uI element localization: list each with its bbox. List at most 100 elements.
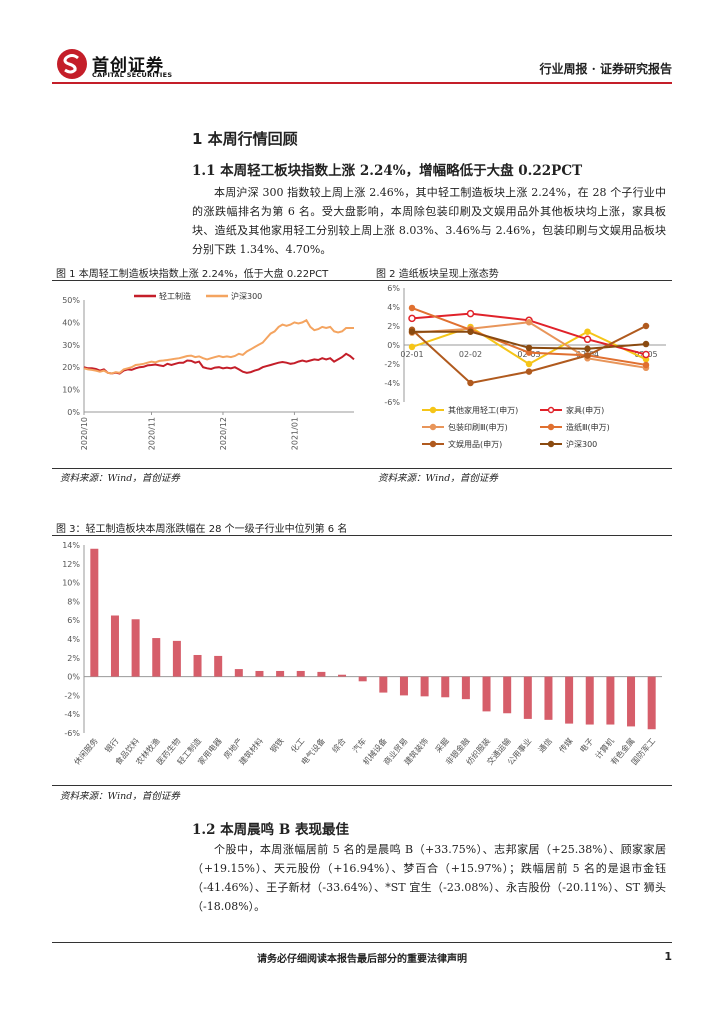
legend-label: 造纸Ⅲ(申万): [566, 422, 610, 432]
bar: [110, 615, 119, 677]
data-point: [408, 343, 416, 351]
y-tick-label: -6%: [64, 729, 80, 738]
y-tick-label: 0%: [387, 341, 400, 350]
y-tick-label: -2%: [384, 360, 400, 369]
y-tick-label: 50%: [62, 296, 80, 305]
data-point: [583, 335, 592, 344]
data-point: [584, 328, 591, 335]
bar: [131, 619, 140, 677]
legend-marker: [547, 440, 555, 448]
figure-divider: [52, 468, 672, 469]
x-tick-label: 02-02: [459, 350, 482, 359]
subsection-title: 1.1 本周轻工板块指数上涨 2.24%，增幅略低于大盘 0.22PCT: [192, 163, 583, 179]
legend-marker: [547, 423, 555, 431]
data-point: [642, 361, 650, 369]
page-number: 1: [664, 950, 672, 963]
legend-label: 包装印刷Ⅲ(申万): [448, 422, 508, 432]
bar: [606, 676, 615, 725]
legend-label: 其他家用轻工(申万): [448, 405, 518, 415]
bar: [482, 676, 491, 712]
subsection-title: 1.2 本周晨鸣 B 表现最佳: [192, 822, 349, 838]
bar: [627, 676, 636, 727]
x-tick-label: 化工: [288, 736, 306, 755]
paragraph: 个股中，本周涨幅居前 5 名的是晨鸣 B（+33.75%）、志邦家居（+25.3…: [192, 843, 666, 913]
bar: [338, 674, 347, 677]
legend-label: 沪深300: [231, 291, 262, 301]
header-divider: [52, 82, 672, 84]
x-tick-label: 通信: [536, 736, 554, 755]
report-type: 行业周报 · 证券研究报告: [539, 62, 672, 76]
series-line-2: [83, 318, 354, 375]
logo-icon: [57, 49, 87, 79]
y-tick-label: 20%: [62, 363, 80, 372]
logo-subtext: CAPITAL SECURITIES: [92, 71, 173, 79]
x-tick-label: 传媒: [557, 736, 575, 755]
data-point: [525, 360, 533, 368]
legend-marker: [429, 406, 437, 414]
figure-divider: [52, 785, 672, 786]
data-point: [642, 350, 650, 359]
bar-chart: -6%-4%-2%0%2%4%6%8%10%12%14%休闲服务 银行食品饮料农林…: [62, 541, 662, 767]
y-tick-label: 4%: [387, 303, 400, 312]
x-tick-label: 电子: [577, 736, 595, 755]
y-tick-label: 2%: [67, 654, 80, 663]
y-tick-label: 0%: [67, 408, 80, 417]
bar: [647, 676, 656, 730]
data-point: [584, 345, 591, 353]
figure-divider: [52, 535, 672, 536]
bar: [193, 654, 202, 677]
data-point: [467, 328, 474, 335]
bar: [234, 669, 243, 677]
section-title: 1 本周行情回顾: [192, 130, 298, 148]
legend-label: 沪深300: [566, 439, 597, 449]
source-note: 资料来源：Wind，首创证券: [378, 473, 498, 484]
y-tick-label: -6%: [384, 398, 400, 407]
bar: [255, 670, 264, 677]
legal-notice: 请务必仔细阅读本报告最后部分的重要法律声明: [257, 954, 467, 965]
x-tick-label: 银行: [103, 736, 121, 755]
data-point: [408, 328, 416, 335]
paragraph: 本周沪深 300 指数较上周上涨 2.46%，其中轻工制造板块上涨 2.24%，…: [192, 186, 666, 256]
data-point: [642, 340, 650, 348]
data-point: [525, 344, 533, 352]
bar: [317, 671, 326, 677]
y-tick-label: 10%: [62, 386, 80, 395]
bar: [585, 676, 594, 725]
bar: [503, 676, 512, 714]
x-tick-label: 2020/11: [148, 417, 157, 450]
figure-title: 图 3：轻工制造板块本周涨跌幅在 28 个一级子行业中位列第 6 名: [56, 524, 348, 535]
logo-text: 首创证券: [92, 56, 164, 76]
x-tick-label: 综合: [330, 736, 348, 755]
bar: [358, 676, 367, 682]
bar: [523, 676, 532, 719]
y-tick-label: -4%: [64, 710, 80, 719]
bar: [441, 676, 450, 698]
y-tick-label: 8%: [67, 597, 80, 606]
x-tick-label: 2020/10: [80, 417, 89, 450]
y-tick-label: 6%: [387, 284, 400, 293]
data-point: [408, 304, 416, 312]
bar: [172, 640, 181, 677]
data-point: [642, 322, 650, 330]
source-note: 资料来源：Wind，首创证券: [60, 791, 180, 802]
line-chart: -6%-4%-2%0%2%4%6%02-0102-0202-0302-0402-…: [384, 284, 666, 449]
figure-title: 图 2 造纸板块呈现上涨态势: [376, 269, 499, 280]
y-tick-label: -4%: [384, 379, 400, 388]
x-tick-label: 休闲服务: [72, 736, 100, 767]
legend-marker: [547, 406, 555, 414]
bar: [461, 676, 470, 700]
footer-divider: [52, 942, 672, 943]
y-tick-label: 12%: [62, 560, 80, 569]
y-tick-label: 14%: [62, 541, 80, 550]
x-tick-label: 2020/12: [219, 417, 228, 450]
x-tick-label: 02-01: [400, 350, 423, 359]
data-point: [584, 352, 591, 359]
y-tick-label: -2%: [64, 691, 80, 700]
source-note: 资料来源：Wind，首创证券: [60, 473, 180, 484]
bar: [379, 676, 388, 693]
bar: [565, 676, 574, 724]
data-point: [525, 368, 533, 375]
legend-label: 轻工制造: [159, 291, 191, 301]
bar: [214, 655, 223, 677]
y-tick-label: 6%: [67, 616, 80, 625]
